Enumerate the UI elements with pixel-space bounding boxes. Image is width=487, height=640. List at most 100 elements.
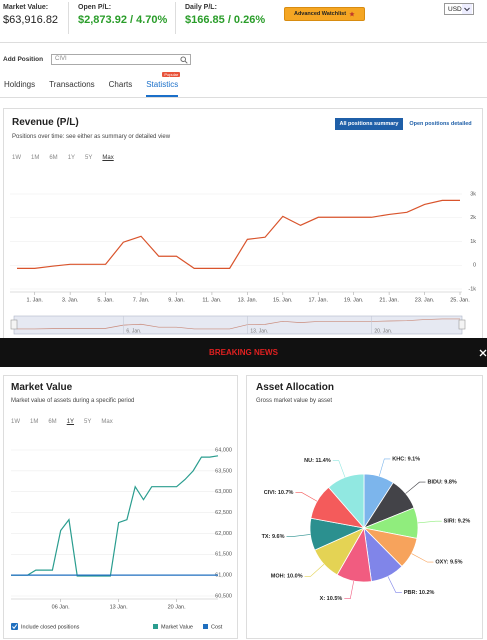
- y-tick-label: 2k: [470, 215, 476, 221]
- range-selector: 1W 1M 6M 1Y 5Y Max: [11, 419, 113, 425]
- x-tick-label: 17. Jan.: [308, 297, 328, 303]
- currency: USD: [448, 5, 462, 13]
- range-button[interactable]: 5Y: [84, 419, 92, 425]
- x-tick-label: 21. Jan.: [379, 297, 399, 303]
- tab[interactable]: Charts: [108, 80, 133, 89]
- range-button[interactable]: Max: [102, 155, 114, 161]
- separator: [175, 2, 176, 34]
- market-value-label: Market Value:: [3, 4, 49, 11]
- divider: [0, 97, 487, 98]
- allocation-subtitle: Gross market value by asset: [256, 398, 333, 404]
- slice-label: NU: 11.4%: [304, 458, 331, 464]
- tab[interactable]: Statistics Popular: [146, 72, 181, 97]
- x-tick-label: 15. Jan.: [273, 297, 293, 303]
- range-button[interactable]: 1Y: [67, 155, 76, 161]
- watchlist-button-text: Advanced Watchlist: [293, 11, 347, 17]
- range-button[interactable]: 1M: [31, 155, 40, 161]
- tab[interactable]: Holdings: [4, 80, 36, 89]
- view-button[interactable]: All positions summary: [335, 118, 403, 130]
- x-tick-label: 9. Jan.: [168, 297, 185, 303]
- label-connector: [405, 481, 426, 494]
- x-tick-label: 20 Jan.: [168, 604, 187, 610]
- y-tick-label: 64,000: [215, 447, 232, 453]
- x-tick-label: 11. Jan.: [202, 297, 222, 303]
- breaking-news-text: BREAKING NEWS: [209, 348, 278, 357]
- breaking-news-bar: BREAKING NEWS: [0, 338, 487, 367]
- tab-badge: Popular: [162, 72, 181, 77]
- label-connector: [304, 563, 325, 577]
- x-tick-label: 13. Jan.: [238, 297, 258, 303]
- divider: [0, 42, 487, 43]
- label-connector: [411, 553, 434, 563]
- label-connector: [417, 520, 442, 524]
- select-arrow: [462, 4, 472, 14]
- position-input-text: CIVI: [55, 56, 67, 62]
- x-tick-label: 06 Jan.: [52, 604, 71, 610]
- market-value-title: Market Value: [11, 382, 73, 393]
- checkbox[interactable]: [11, 623, 18, 630]
- separator: [68, 2, 69, 34]
- position-input[interactable]: CIVI: [51, 54, 191, 65]
- y-tick-label: 62,000: [215, 531, 232, 537]
- navigator: [13, 315, 463, 335]
- label-connector: [387, 576, 402, 593]
- label-connector: [332, 460, 346, 478]
- open-pl-label: Open P/L:: [78, 4, 112, 11]
- open-pl: $2,873.92 / 4.70%: [78, 14, 168, 26]
- x-tick-label: 1. Jan.: [26, 297, 43, 303]
- range-selector: 1W 1M 6M 1Y 5Y Max: [12, 155, 114, 161]
- range-button[interactable]: 1Y: [66, 419, 75, 425]
- legend-label: Cost: [211, 624, 223, 630]
- tab[interactable]: Transactions: [49, 80, 95, 89]
- y-tick-label: 61,000: [215, 573, 232, 579]
- navigator-handle: [10, 319, 18, 330]
- y-tick-label: 62,500: [215, 510, 232, 516]
- currency-select[interactable]: USD: [444, 3, 474, 15]
- checkmark: [12, 624, 18, 630]
- revenue-subtitle: Positions over time: see either as summa…: [12, 134, 171, 140]
- daily-pl-label: Daily P/L:: [185, 4, 217, 11]
- legend-swatch: [153, 624, 158, 629]
- range-button[interactable]: 1M: [30, 419, 39, 425]
- x-tick-label: 25. Jan.: [450, 297, 470, 303]
- watchlist-button[interactable]: Advanced Watchlist: [284, 7, 365, 21]
- view-button[interactable]: Open positions detailed: [404, 118, 477, 130]
- slice-label: BIDU: 9.8%: [427, 480, 456, 486]
- y-tick-label: 60,500: [215, 593, 232, 599]
- y-tick-label: 63,500: [215, 468, 232, 474]
- range-button[interactable]: 6M: [48, 419, 57, 425]
- y-tick-label: 3k: [470, 191, 476, 197]
- x-tick-label: 5. Jan.: [97, 297, 114, 303]
- pie-slice: [327, 473, 365, 530]
- x-tick-label: 7. Jan.: [133, 297, 150, 303]
- label-connector: [378, 458, 391, 477]
- x-tick-label: 23. Jan.: [415, 297, 435, 303]
- x-tick-label: 3. Jan.: [62, 297, 79, 303]
- navigator-handle: [458, 319, 466, 330]
- tab-bar: Holdings Transactions Charts Statistics Popu…: [4, 72, 181, 97]
- slice-label: OXY: 9.5%: [435, 560, 462, 566]
- x-tick-label: 19. Jan.: [344, 297, 364, 303]
- legend-label: Market Value: [161, 624, 193, 630]
- range-button[interactable]: 1W: [12, 155, 21, 161]
- navigator-label: 13. Jan.: [250, 328, 268, 334]
- y-tick-label: 63,000: [215, 489, 232, 495]
- data-line: [17, 199, 460, 269]
- range-button[interactable]: 5Y: [85, 155, 93, 161]
- market-value: $63,916.82: [3, 14, 59, 26]
- range-button[interactable]: 6M: [49, 155, 58, 161]
- range-button[interactable]: Max: [101, 419, 113, 425]
- slice-label: PBR: 10.2%: [404, 590, 435, 596]
- label-connector: [286, 534, 311, 537]
- revenue-panel: [3, 108, 483, 348]
- slice-label: KHC: 9.1%: [392, 456, 420, 462]
- y-tick-label: 61,500: [215, 552, 232, 558]
- range-button[interactable]: 1W: [11, 419, 20, 425]
- close-button[interactable]: [479, 349, 487, 357]
- slice-label: CIVI: 10.7%: [264, 490, 294, 496]
- label-connector: [344, 580, 355, 599]
- y-tick-label: 1k: [470, 239, 476, 245]
- label-connector: [295, 492, 318, 502]
